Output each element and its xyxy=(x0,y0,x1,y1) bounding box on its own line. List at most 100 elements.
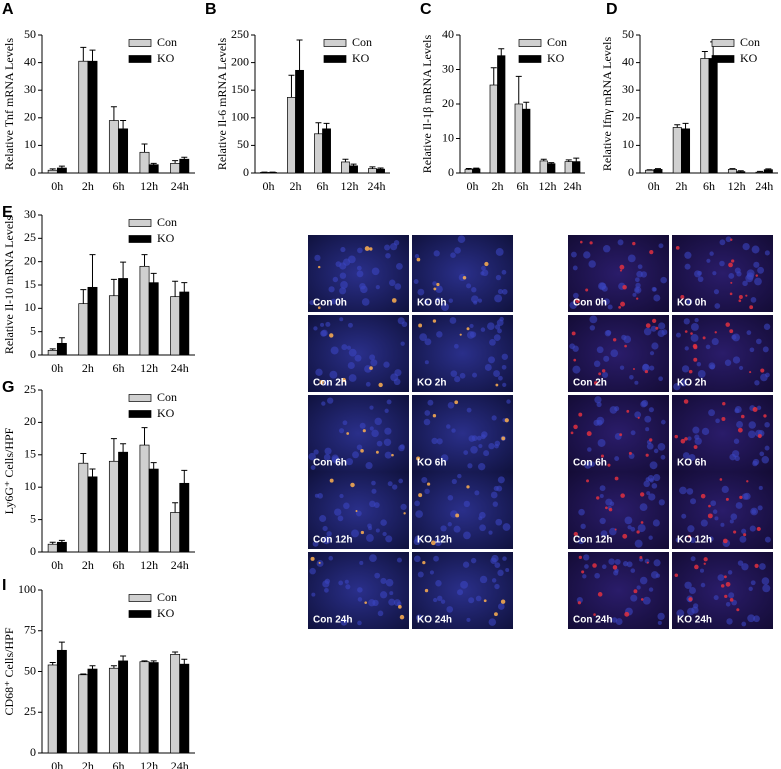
legend-swatch xyxy=(128,594,152,602)
nucleus xyxy=(630,526,636,532)
tile-label: Con 24h xyxy=(313,615,352,626)
nucleus xyxy=(597,439,606,447)
bar xyxy=(87,476,98,553)
bar xyxy=(139,151,150,174)
nucleus xyxy=(394,283,402,290)
x-tick-label: 0h xyxy=(263,179,275,193)
error-bar xyxy=(89,49,96,62)
stain xyxy=(432,319,437,323)
nucleus xyxy=(489,338,496,346)
stain xyxy=(592,563,597,568)
tile-label: KO 6h xyxy=(677,458,706,469)
stain xyxy=(504,418,509,423)
nucleus xyxy=(481,431,488,438)
bar xyxy=(497,55,506,174)
nucleus xyxy=(322,525,328,532)
nucleus xyxy=(569,343,576,350)
error-bar xyxy=(573,157,580,162)
stain xyxy=(466,485,470,489)
nucleus xyxy=(750,580,756,586)
stain xyxy=(484,261,489,267)
nucleus xyxy=(749,525,756,532)
nucleus xyxy=(447,522,452,527)
stain xyxy=(398,605,402,609)
legend-swatch xyxy=(128,610,152,618)
nucleus xyxy=(757,505,763,511)
stain xyxy=(730,238,733,241)
nucleus xyxy=(708,362,716,370)
stain xyxy=(708,504,711,508)
nucleus xyxy=(352,451,359,459)
nucleus xyxy=(734,406,742,413)
y-tick-label: 20 xyxy=(24,414,36,428)
nucleus xyxy=(481,265,486,271)
nucleus xyxy=(726,618,733,625)
nucleus xyxy=(728,273,735,279)
nucleus xyxy=(345,458,354,466)
tile-label: KO 6h xyxy=(417,458,446,469)
stain xyxy=(640,598,644,601)
nucleus xyxy=(326,531,332,537)
nucleus xyxy=(371,480,376,486)
error-bar xyxy=(757,170,764,173)
y-tick-label: 0 xyxy=(243,165,249,179)
legend-swatch xyxy=(711,39,735,47)
nucleus xyxy=(366,534,374,542)
nucleus xyxy=(741,563,749,571)
stain xyxy=(740,414,745,419)
nucleus xyxy=(375,285,380,290)
stain xyxy=(649,438,653,442)
tile-label: Con 2h xyxy=(313,378,347,389)
legend-label: Con xyxy=(157,590,177,604)
stain xyxy=(652,318,657,323)
stain xyxy=(714,331,717,334)
nucleus xyxy=(750,297,757,303)
nucleus xyxy=(709,251,714,256)
stain xyxy=(612,565,618,570)
nucleus xyxy=(583,251,591,259)
bar xyxy=(118,451,129,553)
stain xyxy=(724,594,728,599)
nucleus xyxy=(396,601,402,606)
stain xyxy=(597,592,603,597)
nucleus xyxy=(738,365,744,371)
stain xyxy=(640,521,644,524)
nucleus xyxy=(340,246,346,253)
nucleus xyxy=(694,317,699,323)
nucleus xyxy=(661,329,668,336)
bar xyxy=(727,169,737,174)
y-tick-label: 30 xyxy=(442,61,454,75)
nucleus xyxy=(749,347,755,353)
nucleus xyxy=(354,354,362,362)
y-tick-label: 150 xyxy=(231,82,249,96)
nucleus xyxy=(634,277,640,283)
nucleus xyxy=(380,577,387,584)
nucleus xyxy=(497,603,505,610)
x-tick-label: 2h xyxy=(82,558,94,572)
nucleus xyxy=(605,498,613,506)
nucleus xyxy=(602,371,609,378)
nucleus xyxy=(343,502,350,510)
nucleus xyxy=(629,375,634,380)
stain xyxy=(578,412,583,417)
nucleus xyxy=(380,519,387,526)
legend-swatch xyxy=(128,410,152,418)
bar xyxy=(118,660,129,754)
error-bar xyxy=(141,143,148,153)
nucleus xyxy=(373,502,380,508)
nucleus xyxy=(748,586,753,591)
nucleus xyxy=(448,298,454,303)
stain xyxy=(636,297,639,300)
nucleus xyxy=(384,451,392,459)
nucleus xyxy=(417,288,425,296)
bar xyxy=(78,60,89,174)
nucleus xyxy=(739,535,747,543)
nucleus xyxy=(463,531,471,540)
nucleus xyxy=(731,334,737,340)
nucleus xyxy=(384,408,389,413)
x-tick-label: 24h xyxy=(171,361,189,375)
nucleus xyxy=(570,251,577,258)
bar xyxy=(287,97,296,174)
x-tick-label: 12h xyxy=(728,179,746,193)
nucleus xyxy=(756,405,762,410)
